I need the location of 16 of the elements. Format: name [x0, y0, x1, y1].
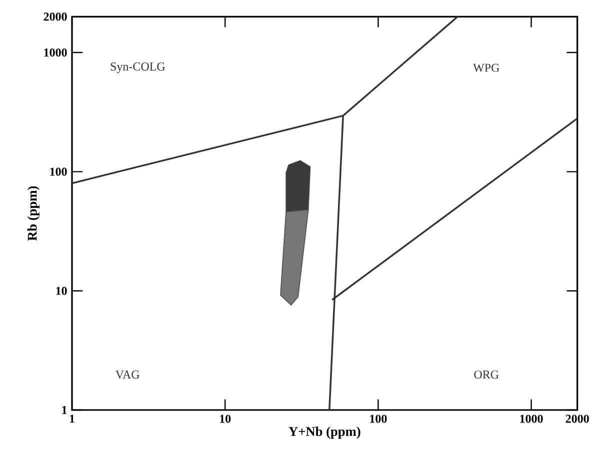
annotation: ORG	[474, 370, 499, 379]
y-axis-title: Rb (ppm)	[27, 186, 40, 241]
y-tick-label: 1	[62, 406, 67, 414]
y-tick-label: 10	[56, 286, 67, 295]
x-tick-label: 1	[70, 414, 74, 423]
x-tick-label: 100	[370, 414, 387, 423]
x-tick-label: 2000	[566, 414, 589, 423]
x-axis-title: Y+Nb (ppm)	[288, 426, 360, 439]
y-tick-label: 1000	[44, 48, 67, 57]
y-tick-label: 2000	[44, 12, 67, 21]
x-tick-label: 10	[220, 414, 231, 423]
x-tick-label: 1000	[520, 414, 543, 423]
annotation: VAG	[115, 370, 140, 379]
annotation: Syn-COLG	[110, 62, 165, 74]
y-tick-label: 100	[50, 168, 67, 176]
annotation: WPG	[473, 64, 500, 72]
